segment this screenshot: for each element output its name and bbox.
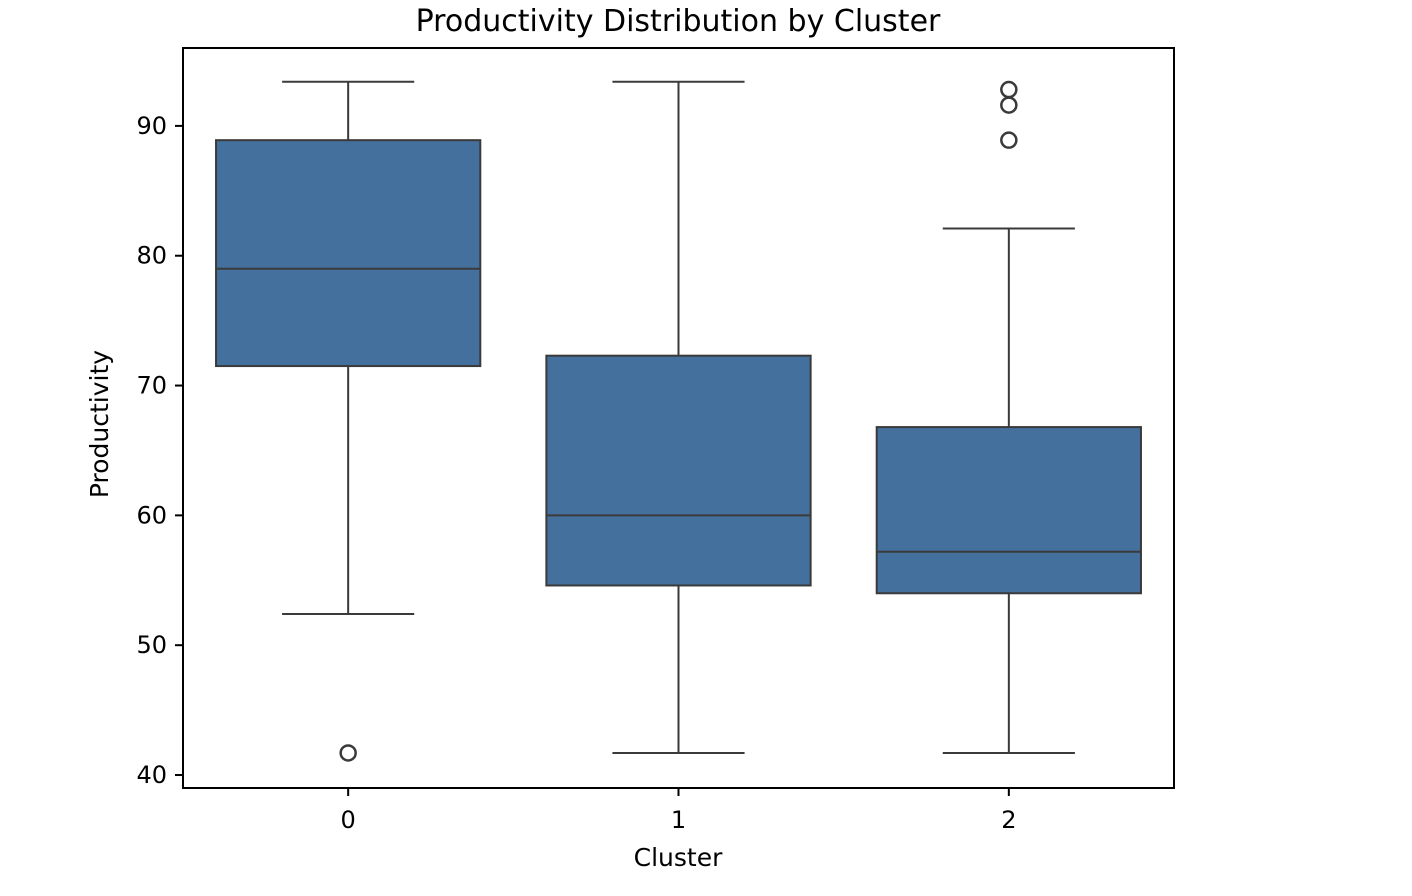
y-tick-label: 80 [136, 242, 167, 270]
iqr-box [875, 426, 1142, 595]
y-tick-label: 50 [136, 631, 167, 659]
outlier-point [1000, 131, 1018, 149]
box-group-1 [545, 80, 812, 754]
box-group-2 [875, 80, 1142, 754]
y-tick-label: 70 [136, 372, 167, 400]
iqr-box [215, 139, 482, 368]
x-tick-label: 2 [1001, 806, 1016, 834]
outlier-point [339, 744, 357, 762]
plot-area [215, 80, 1142, 762]
box-group-0 [215, 80, 482, 762]
outlier-point [1000, 80, 1018, 99]
y-axis: 40 50 60 70 80 90 [136, 112, 183, 789]
x-axis-label: Cluster [634, 843, 723, 872]
y-tick-label: 90 [136, 112, 167, 140]
x-axis: 0 1 2 [341, 788, 1016, 834]
x-tick-label: 0 [341, 806, 356, 834]
y-tick-label: 40 [136, 761, 167, 789]
outlier-point [1000, 96, 1018, 114]
y-tick-label: 60 [136, 501, 167, 529]
x-tick-label: 1 [671, 806, 686, 834]
chart-title: Productivity Distribution by Cluster [416, 4, 941, 39]
iqr-box [545, 354, 812, 587]
y-axis-label: Productivity [85, 350, 114, 498]
